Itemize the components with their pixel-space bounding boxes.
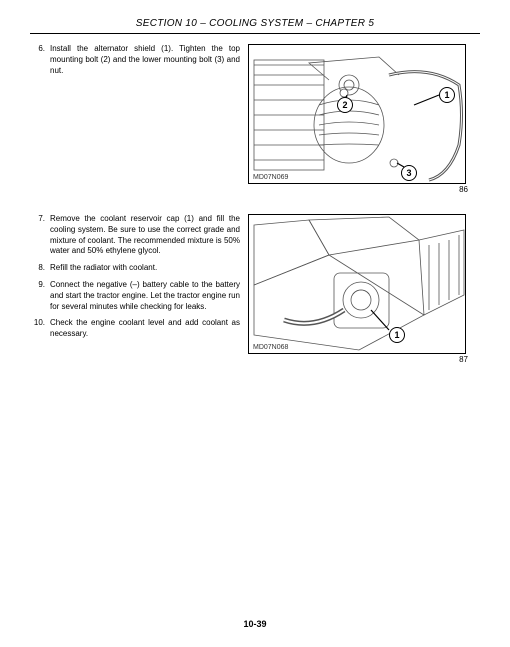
figure-86-illustration [249,45,466,184]
instruction-step: 6.Install the alternator shield (1). Tig… [30,44,240,76]
callout-1: 1 [439,87,455,103]
callout-3: 3 [401,165,417,181]
header-rule [30,33,480,34]
callout-2: 2 [337,97,353,113]
figure-87-caption: 87 [248,355,468,364]
page-number: 10-39 [0,619,510,629]
instruction-step: 8.Refill the radiator with coolant. [30,263,240,274]
step-text: Check the engine coolant level and add c… [50,318,240,340]
figure-87-code: MD07N068 [253,344,288,351]
figure-87-illustration [249,215,466,354]
page-header: SECTION 10 – COOLING SYSTEM – CHAPTER 5 [30,18,480,33]
figure-86-caption: 86 [248,185,468,194]
step-text: Refill the radiator with coolant. [50,263,240,274]
steps-block-2: 7.Remove the coolant reservoir cap (1) a… [30,214,240,374]
instruction-step: 9.Connect the negative (–) battery cable… [30,280,240,312]
callout-1: 1 [389,327,405,343]
instruction-step: 10.Check the engine coolant level and ad… [30,318,240,340]
steps-block-1: 6.Install the alternator shield (1). Tig… [30,44,240,204]
step-text: Install the alternator shield (1). Tight… [50,44,240,76]
step-number: 8. [30,263,50,274]
figure-87: MD07N068 1 [248,214,466,354]
step-number: 10. [30,318,50,340]
figure-86: MD07N069 1 2 3 [248,44,466,184]
step-text: Remove the coolant reservoir cap (1) and… [50,214,240,257]
step-number: 7. [30,214,50,257]
step-text: Connect the negative (–) battery cable t… [50,280,240,312]
step-number: 9. [30,280,50,312]
instruction-step: 7.Remove the coolant reservoir cap (1) a… [30,214,240,257]
figure-86-code: MD07N069 [253,174,288,181]
step-number: 6. [30,44,50,76]
